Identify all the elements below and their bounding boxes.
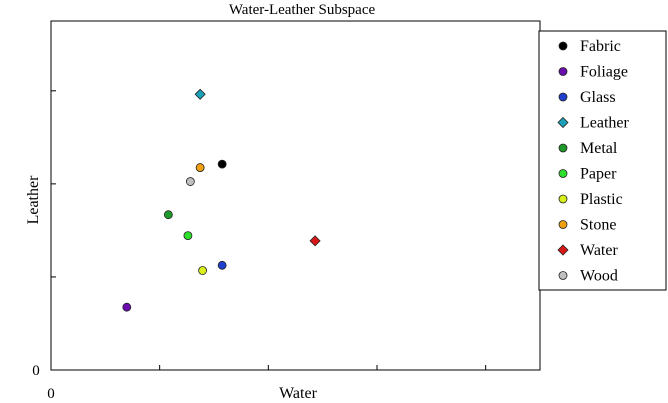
data-point-foliage xyxy=(122,302,132,312)
data-point-water xyxy=(309,235,321,247)
legend-label-glass: Glass xyxy=(580,89,616,106)
legend-label-foliage: Foliage xyxy=(580,64,628,81)
data-point-paper xyxy=(183,231,193,241)
legend-label-metal: Metal xyxy=(580,140,618,157)
chart-title: Water-Leather Subspace xyxy=(229,2,376,18)
legend-marker-metal xyxy=(558,143,568,153)
legend-marker-fabric xyxy=(558,41,568,51)
y-axis-label: Leather xyxy=(25,175,42,225)
data-points xyxy=(122,88,321,312)
data-point-metal xyxy=(163,210,173,220)
legend-label-leather: Leather xyxy=(580,115,630,132)
legend-marker-paper xyxy=(558,169,568,178)
data-point-leather xyxy=(194,88,206,100)
legend: Fabric Foliage Glass Leather Metal Paper Plast… xyxy=(538,30,667,291)
data-point-fabric xyxy=(217,159,227,169)
x-axis-label: Water xyxy=(279,385,317,402)
legend-label-paper: Paper xyxy=(580,166,617,183)
legend-marker-leather xyxy=(557,116,569,129)
axis-ticks xyxy=(51,90,487,370)
plot-area xyxy=(50,20,541,371)
data-point-stone xyxy=(195,163,205,172)
legend-marker-plastic xyxy=(558,194,568,204)
y-tick-label: 0 xyxy=(32,363,40,379)
legend-label-stone: Stone xyxy=(580,217,616,234)
data-point-wood xyxy=(185,177,195,186)
legend-marker-foliage xyxy=(558,67,568,76)
data-point-plastic xyxy=(198,266,207,275)
legend-marker-glass xyxy=(558,92,568,102)
legend-marker-water xyxy=(557,244,569,256)
legend-marker-wood xyxy=(558,271,568,280)
legend-label-water: Water xyxy=(580,242,618,259)
legend-marker-stone xyxy=(558,220,568,229)
legend-label-wood: Wood xyxy=(580,268,618,285)
legend-label-fabric: Fabric xyxy=(580,38,621,55)
x-tick-label: 0 xyxy=(47,386,55,402)
data-point-glass xyxy=(217,260,227,270)
legend-label-plastic: Plastic xyxy=(580,191,623,208)
